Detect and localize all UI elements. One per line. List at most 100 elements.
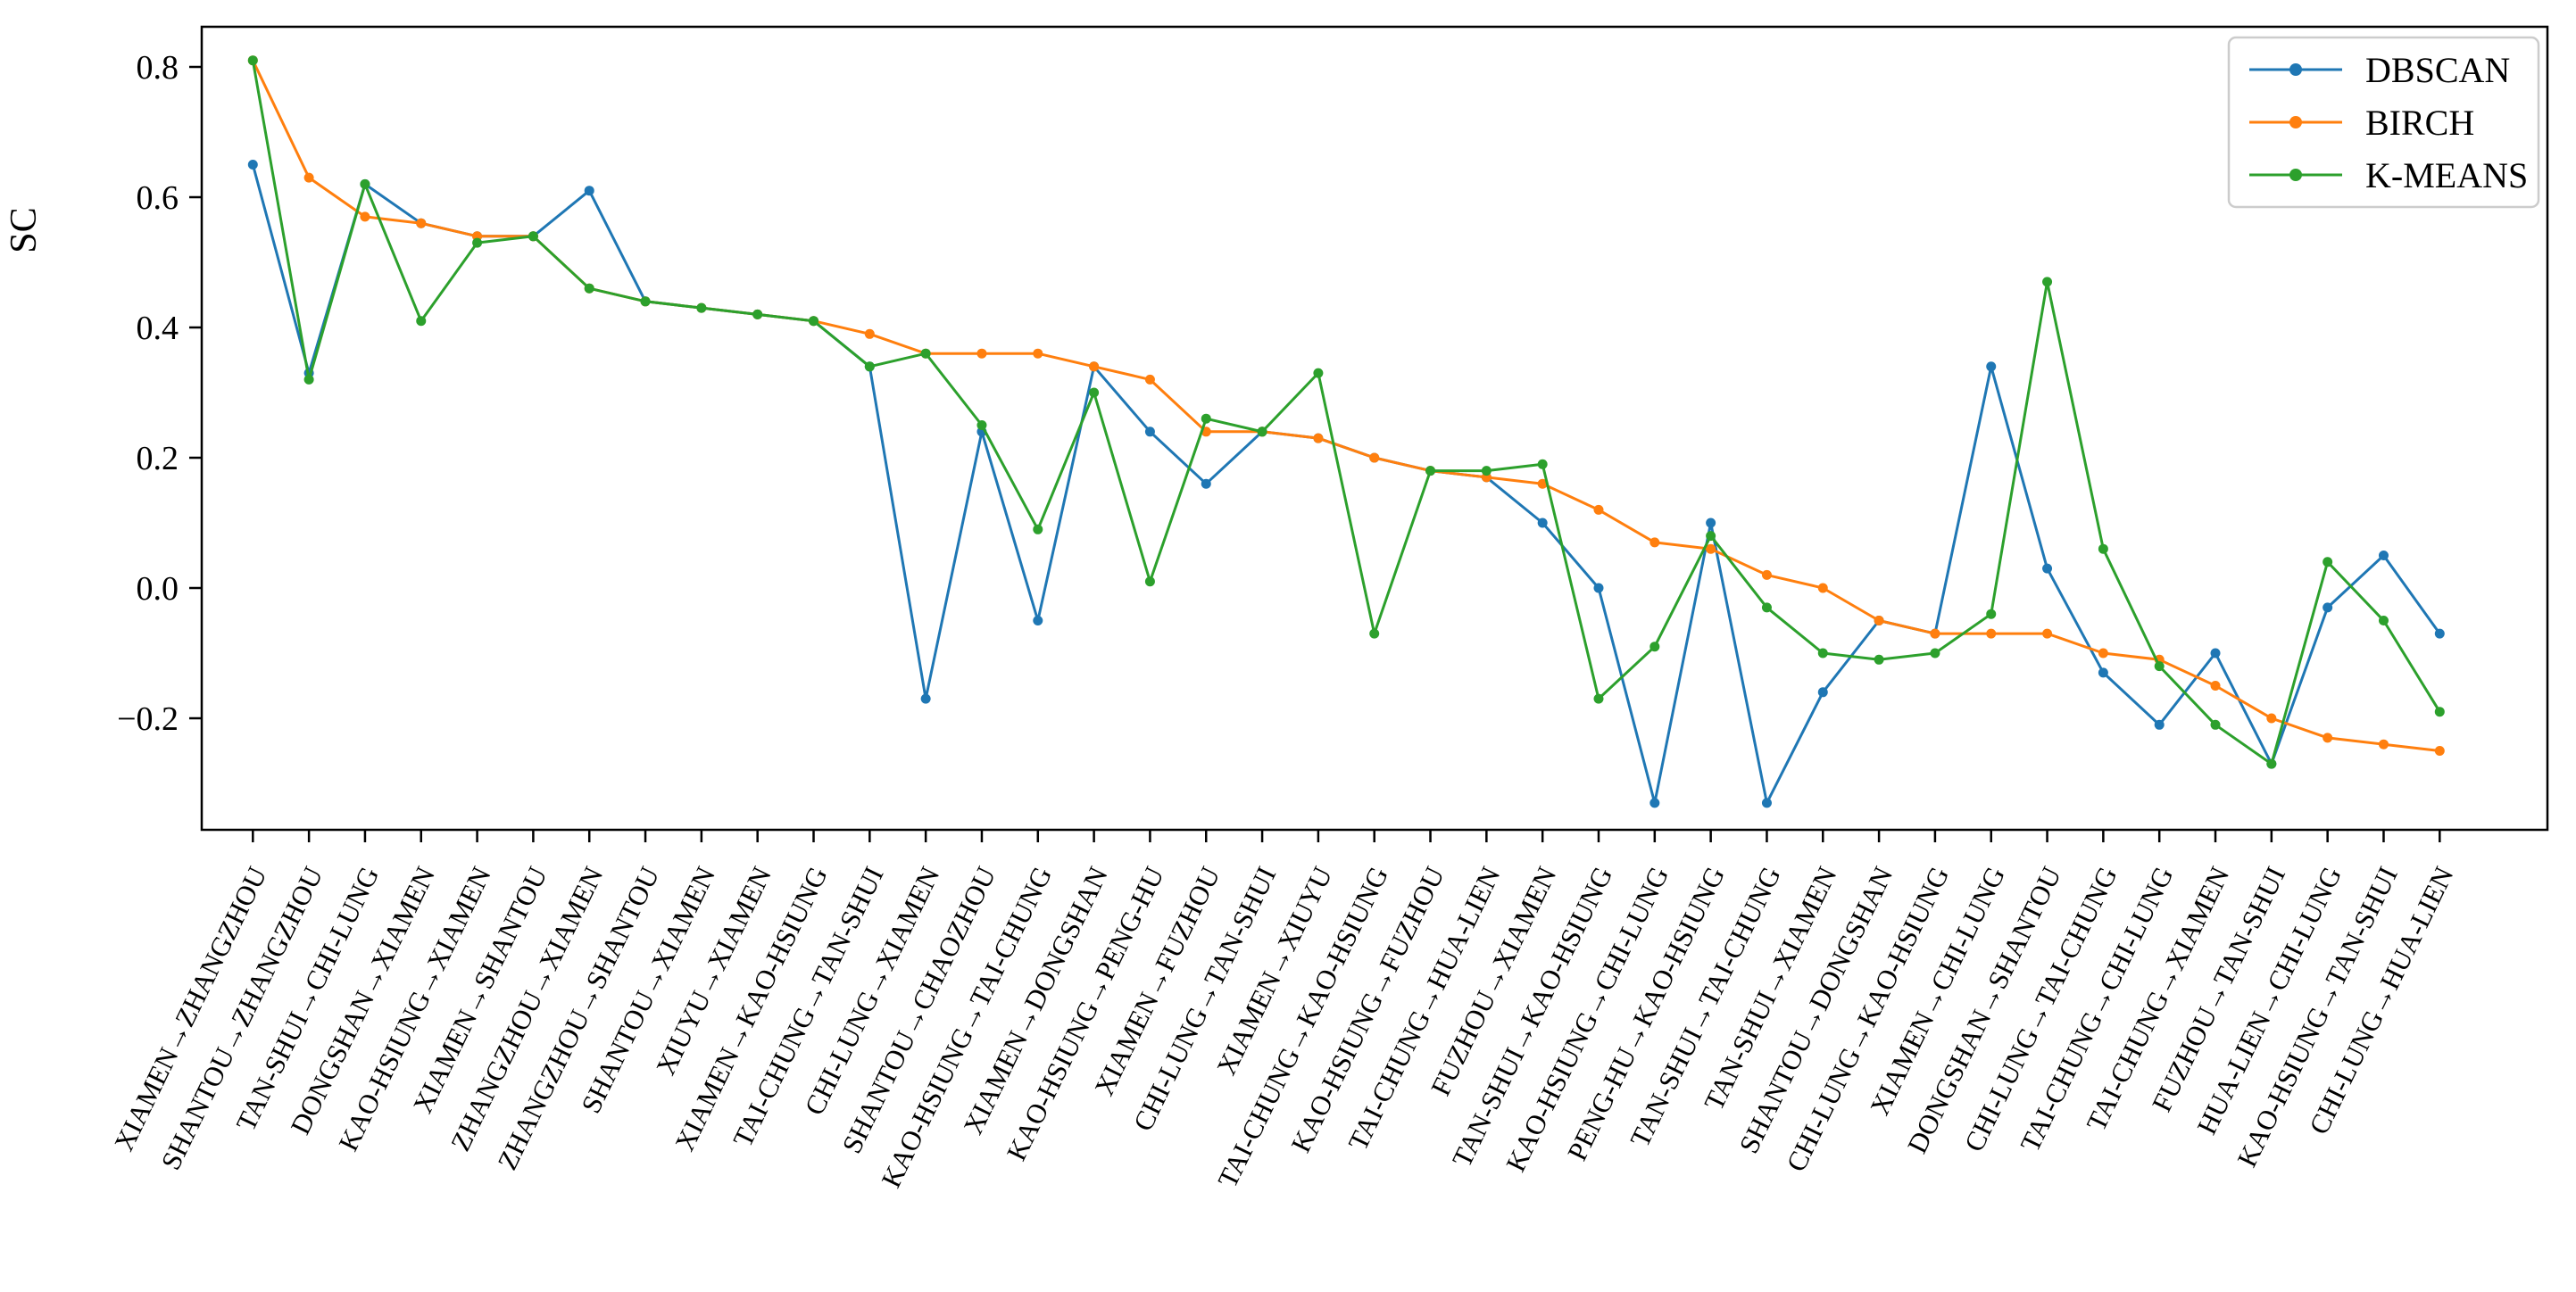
- data-point: [472, 237, 483, 248]
- data-point: [1089, 361, 1100, 372]
- data-point: [2378, 551, 2389, 560]
- data-point: [1874, 616, 1884, 625]
- data-point: [1649, 798, 1660, 808]
- data-point: [1313, 433, 1324, 443]
- data-point: [1593, 693, 1604, 704]
- axes-box: [200, 25, 2549, 832]
- data-point: [2266, 758, 2277, 769]
- data-point: [1817, 687, 1828, 698]
- data-point: [2154, 719, 2165, 730]
- data-point: [1201, 478, 1211, 489]
- data-point: [2210, 681, 2221, 691]
- data-point: [2042, 277, 2053, 287]
- legend-item-birch: BIRCH: [2249, 103, 2474, 143]
- data-point: [2154, 661, 2165, 672]
- y-tick-label: 0.4: [137, 310, 179, 347]
- data-point: [1593, 504, 1604, 515]
- legend-marker-icon: [2289, 169, 2302, 181]
- legend-label: DBSCAN: [2365, 50, 2510, 90]
- data-point: [247, 55, 258, 66]
- legend-box: [2227, 36, 2540, 209]
- data-point: [976, 348, 987, 359]
- data-point: [1817, 583, 1828, 593]
- data-point: [1761, 602, 1772, 613]
- data-point: [1033, 524, 1043, 534]
- data-point: [1930, 648, 1940, 658]
- data-point: [696, 302, 707, 313]
- data-point: [1089, 387, 1100, 398]
- data-point: [2378, 739, 2389, 750]
- data-point: [1649, 537, 1660, 548]
- y-tick-label: 0.8: [137, 49, 179, 87]
- data-point: [1257, 427, 1267, 437]
- data-point: [2042, 563, 2053, 574]
- data-point: [360, 178, 370, 189]
- data-point: [1537, 459, 1548, 469]
- data-point: [920, 693, 931, 704]
- data-point: [1874, 654, 1884, 665]
- data-point: [1144, 576, 1155, 587]
- series-markers-birch: [247, 55, 2445, 756]
- data-point: [1144, 374, 1155, 385]
- data-point: [2098, 543, 2108, 554]
- legend-label: BIRCH: [2365, 103, 2474, 143]
- y-axis-label: SC: [4, 207, 45, 253]
- y-tick-label: 0.0: [137, 570, 179, 608]
- data-point: [2434, 628, 2445, 639]
- series-line-birch: [251, 60, 2440, 752]
- data-point: [1761, 798, 1772, 808]
- data-point: [864, 328, 875, 339]
- data-point: [1144, 427, 1155, 437]
- data-point: [809, 316, 819, 327]
- data-point: [1706, 543, 1716, 554]
- data-point: [1369, 628, 1380, 639]
- data-point: [920, 348, 931, 359]
- data-point: [2323, 557, 2333, 567]
- legend-item-dbscan: DBSCAN: [2249, 50, 2510, 90]
- data-point: [528, 231, 538, 242]
- data-point: [416, 316, 427, 327]
- data-point: [1986, 628, 1997, 639]
- data-point: [2378, 616, 2389, 625]
- data-point: [1930, 628, 1940, 639]
- data-point: [2323, 602, 2333, 613]
- data-point: [2210, 648, 2221, 658]
- data-point: [2323, 733, 2333, 743]
- data-point: [1425, 466, 1436, 476]
- legend-item-k-means: K-MEANS: [2249, 155, 2528, 195]
- data-point: [584, 186, 594, 196]
- data-point: [2434, 746, 2445, 756]
- series-markers-k-means: [247, 55, 2445, 769]
- data-point: [752, 309, 763, 319]
- data-point: [2266, 713, 2277, 724]
- data-point: [1761, 569, 1772, 580]
- data-point: [1817, 648, 1828, 658]
- data-point: [303, 374, 314, 385]
- data-point: [976, 420, 987, 430]
- data-point: [1201, 413, 1211, 424]
- data-point: [2098, 648, 2108, 658]
- data-point: [1986, 361, 1997, 372]
- series-markers-dbscan: [247, 160, 2445, 808]
- data-point: [247, 160, 258, 170]
- y-tick-label: −0.2: [117, 700, 179, 738]
- legend-marker-icon: [2289, 63, 2302, 76]
- legend-marker-icon: [2289, 116, 2302, 128]
- data-point: [416, 218, 427, 228]
- data-point: [1369, 452, 1380, 463]
- y-tick-label: 0.6: [137, 179, 179, 217]
- data-point: [1649, 642, 1660, 652]
- legend-label: K-MEANS: [2365, 155, 2528, 195]
- data-point: [2042, 628, 2053, 639]
- data-point: [1033, 348, 1043, 359]
- data-point: [864, 361, 875, 372]
- data-point: [2098, 667, 2108, 678]
- data-point: [1986, 609, 1997, 619]
- data-point: [360, 211, 370, 222]
- data-point: [584, 283, 594, 294]
- data-point: [1481, 466, 1492, 476]
- data-point: [303, 172, 314, 183]
- plot-area: 0.80.60.40.20.0−0.2XIAMEN→ZHANGZHOUSHANT…: [108, 25, 2549, 1192]
